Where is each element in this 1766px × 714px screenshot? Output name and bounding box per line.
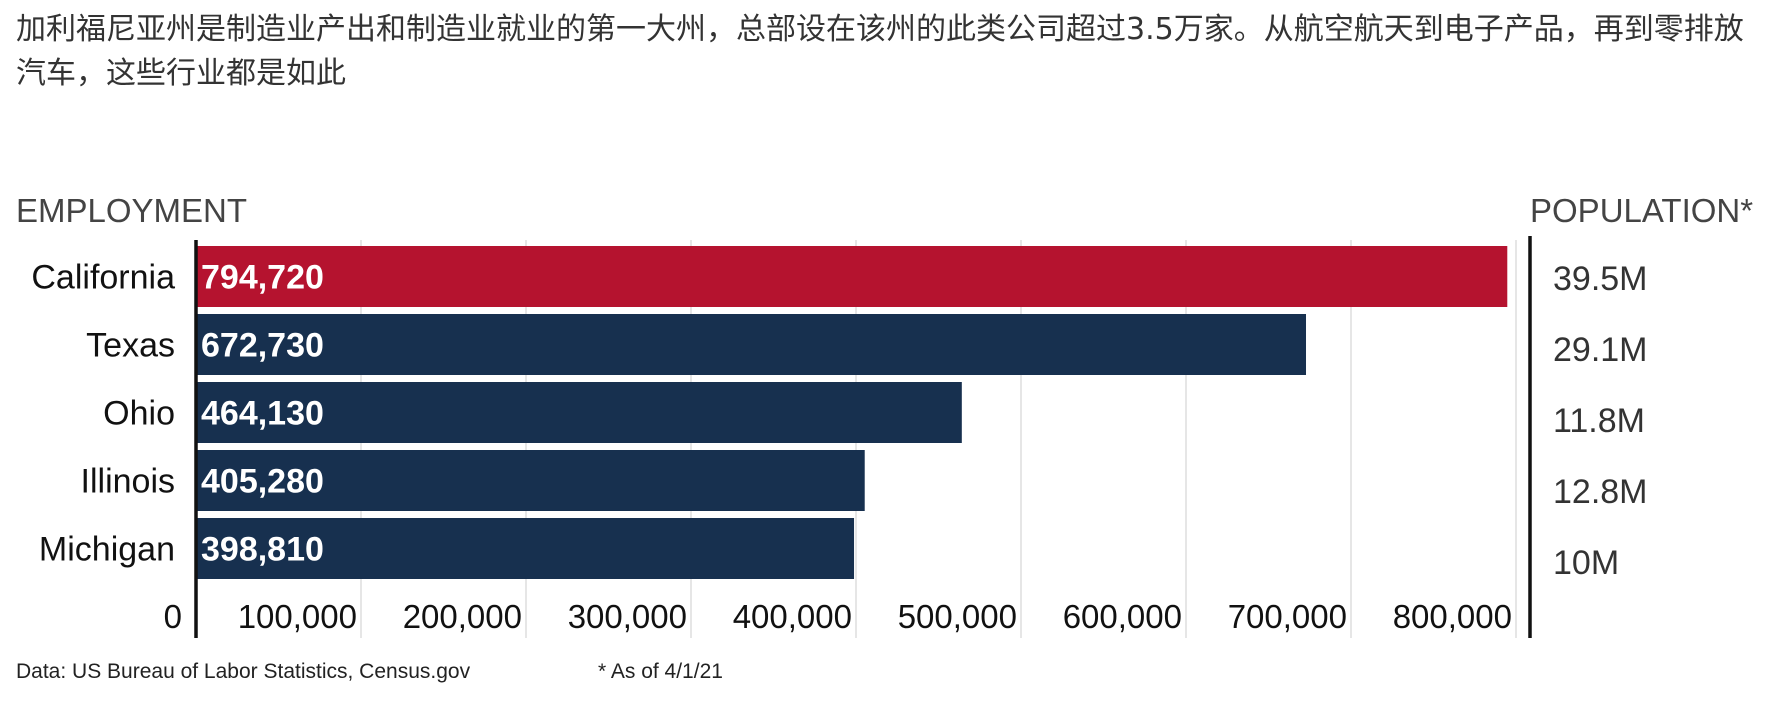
value-label: 672,730 (201, 327, 324, 365)
x-tick-label: 300,000 (568, 598, 687, 635)
population-label: 39.5M (1553, 260, 1648, 298)
category-label: Illinois (81, 463, 175, 501)
population-label: 12.8M (1553, 473, 1648, 511)
category-label: Michigan (39, 531, 175, 569)
category-label: Ohio (103, 395, 175, 433)
bar-texas (196, 314, 1307, 375)
bar-illinois (196, 450, 865, 511)
source-note: Data: US Bureau of Labor Statistics, Cen… (16, 660, 471, 683)
category-label: Texas (86, 327, 175, 365)
x-tick-label: 0 (164, 598, 182, 635)
bar-ohio (196, 382, 962, 443)
value-label: 405,280 (201, 463, 324, 501)
category-label: California (31, 259, 175, 297)
x-tick-label: 600,000 (1063, 598, 1182, 635)
x-tick-label: 800,000 (1393, 598, 1512, 635)
population-header: POPULATION* (1530, 192, 1753, 229)
population-label: 29.1M (1553, 331, 1648, 369)
population-label: 10M (1553, 544, 1619, 582)
value-label: 464,130 (201, 395, 324, 433)
value-label: 398,810 (201, 531, 324, 569)
bar-michigan (196, 518, 855, 579)
bar-california (196, 246, 1508, 307)
headline: 加利福尼亚州是制造业产出和制造业就业的第一大州，总部设在该州的此类公司超过3.5… (16, 12, 1744, 91)
x-tick-label: 200,000 (403, 598, 522, 635)
x-tick-label: 700,000 (1228, 598, 1347, 635)
x-tick-label: 100,000 (238, 598, 357, 635)
x-tick-label: 500,000 (898, 598, 1017, 635)
asof-note: * As of 4/1/21 (598, 660, 723, 683)
employment-header: EMPLOYMENT (16, 192, 247, 229)
value-label: 794,720 (201, 259, 324, 297)
population-label: 11.8M (1553, 402, 1645, 440)
x-tick-label: 400,000 (733, 598, 852, 635)
